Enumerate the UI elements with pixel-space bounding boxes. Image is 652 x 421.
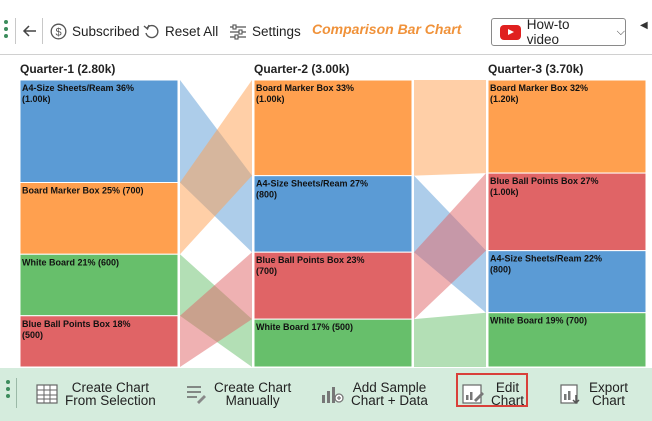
chart-type-title: Comparison Bar Chart: [312, 21, 462, 37]
settings-label: Settings: [252, 23, 301, 39]
data-label-a4-size-sheets-ream-q3: (800): [490, 265, 511, 275]
subscribed-button[interactable]: $ Subscribed: [50, 20, 140, 42]
svg-text:$: $: [55, 26, 61, 38]
toolbar-divider: [15, 18, 16, 44]
data-label-board-marker-box-q3: Board Marker Box 32%: [490, 83, 588, 93]
edit-chart-line2: Chart: [491, 393, 525, 408]
export-chart-line1: Export: [589, 380, 629, 395]
comparison-chart: Quarter-1 (2.80k) A4-Size Sheets/Ream 36%…: [0, 56, 652, 368]
export-chart-icon: [560, 384, 580, 405]
edit-chart-button[interactable]: Edit Chart: [462, 374, 524, 414]
bar-board-marker-box-q1: [19, 182, 179, 255]
bar-blue-ball-points-box-q1: [19, 315, 179, 368]
youtube-icon: [500, 24, 521, 40]
ribbon-board-marker-box-q1-q2: [180, 80, 252, 255]
bar-blue-ball-points-box-q2: [253, 251, 413, 320]
ribbon-blue-ball-points-box-q1-q2: [180, 252, 252, 367]
ribbon-white-board-q2-q3: [414, 312, 486, 367]
bar-a4-size-sheets-ream-q2: [253, 175, 413, 253]
howto-video-dropdown[interactable]: How-to video ⌵: [491, 17, 626, 47]
data-label-a4-size-sheets-ream-q2: A4-Size Sheets/Ream 27%: [256, 179, 368, 189]
reset-all-label: Reset All: [165, 23, 219, 39]
dollar-icon: $: [50, 23, 67, 39]
edit-chart-highlight: [456, 373, 528, 407]
add-sample-line1: Add Sample: [352, 380, 427, 395]
howto-label: How-to video: [526, 17, 570, 47]
data-label-blue-ball-points-box-q1: Blue Ball Points Box 18%: [22, 319, 131, 329]
chevron-down-icon: ⌵: [616, 25, 625, 38]
data-label-blue-ball-points-box-q1: (500): [22, 330, 43, 340]
data-label-blue-ball-points-box-q2: (700): [256, 266, 277, 276]
create-chart-manually-button[interactable]: Create Chart Manually: [185, 374, 291, 414]
back-arrow-icon: [22, 25, 36, 37]
export-chart-line2: Chart: [592, 393, 626, 408]
create-manual-line1: Create Chart: [214, 380, 292, 395]
toolbar-divider: [16, 378, 17, 408]
create-selection-line2: From Selection: [65, 393, 156, 408]
edit-chart-line1: Edit: [495, 380, 520, 395]
data-label-a4-size-sheets-ream-q3: A4-Size Sheets/Ream 22%: [490, 254, 602, 264]
data-label-a4-size-sheets-ream-q1: A4-Size Sheets/Ream 36%: [22, 83, 134, 93]
undo-icon: [143, 24, 159, 38]
data-label-board-marker-box-q2: (1.00k): [256, 94, 285, 104]
bar-white-board-q3: [487, 312, 647, 368]
data-label-blue-ball-points-box-q3: Blue Ball Points Box 27%: [490, 176, 599, 186]
column-header-q1: Quarter-1 (2.80k): [20, 62, 115, 76]
settings-button[interactable]: Settings: [229, 20, 301, 42]
bar-a4-size-sheets-ream-q3: [487, 250, 647, 314]
subscribed-label: Subscribed: [72, 23, 140, 39]
bottom-toolbar: Create Chart From Selection Create Chart…: [0, 368, 652, 421]
add-sample-line2: Chart + Data: [351, 393, 428, 408]
column-header-q2: Quarter-2 (3.00k): [254, 62, 349, 76]
bar-white-board-q1: [19, 253, 179, 317]
column-header-q3: Quarter-3 (3.70k): [488, 62, 583, 76]
top-toolbar: $ Subscribed Reset All Settings Comparis…: [0, 0, 652, 55]
data-label-white-board-q3: White Board 19% (700): [490, 316, 587, 326]
data-label-board-marker-box-q2: Board Marker Box 33%: [256, 83, 354, 93]
data-label-board-marker-box-q3: (1.20k): [490, 94, 519, 104]
create-chart-from-selection-button[interactable]: Create Chart From Selection: [36, 374, 156, 414]
data-label-blue-ball-points-box-q3: (1.00k): [490, 187, 519, 197]
toolbar-divider: [42, 18, 43, 44]
sliders-icon: [230, 23, 246, 40]
bar-white-board-q2: [253, 318, 413, 368]
drag-grip-icon[interactable]: [4, 20, 10, 40]
ribbon-board-marker-box-q2-q3: [414, 80, 486, 176]
data-label-blue-ball-points-box-q2: Blue Ball Points Box 23%: [256, 255, 365, 265]
data-label-white-board-q1: White Board 21% (600): [22, 257, 119, 267]
collapse-toggle-icon[interactable]: ◀: [640, 20, 648, 31]
export-chart-button[interactable]: Export Chart: [560, 374, 628, 414]
sample-chart-icon: [322, 387, 344, 403]
drag-grip-icon[interactable]: [6, 380, 10, 401]
data-label-board-marker-box-q1: Board Marker Box 25% (700): [22, 186, 144, 196]
reset-all-button[interactable]: Reset All: [143, 20, 218, 42]
ribbon-blue-ball-points-box-q2-q3: [414, 173, 486, 320]
data-label-white-board-q2: White Board 17% (500): [256, 322, 353, 332]
create-selection-line1: Create Chart: [71, 380, 150, 395]
data-label-a4-size-sheets-ream-q2: (800): [256, 190, 277, 200]
add-sample-chart-button[interactable]: Add Sample Chart + Data: [320, 374, 428, 414]
edit-chart-icon: [462, 384, 484, 404]
chart-canvas: Quarter-1 (2.80k) A4-Size Sheets/Ream 36%…: [19, 62, 647, 368]
manual-entry-icon: [187, 386, 206, 404]
back-button[interactable]: [22, 20, 43, 42]
create-manual-line2: Manually: [225, 393, 280, 408]
table-grid-icon: [36, 384, 58, 404]
bar-board-marker-box-q3: [487, 79, 647, 174]
bar-a4-size-sheets-ream-q1: [19, 79, 179, 183]
data-label-a4-size-sheets-ream-q1: (1.00k): [22, 94, 51, 104]
